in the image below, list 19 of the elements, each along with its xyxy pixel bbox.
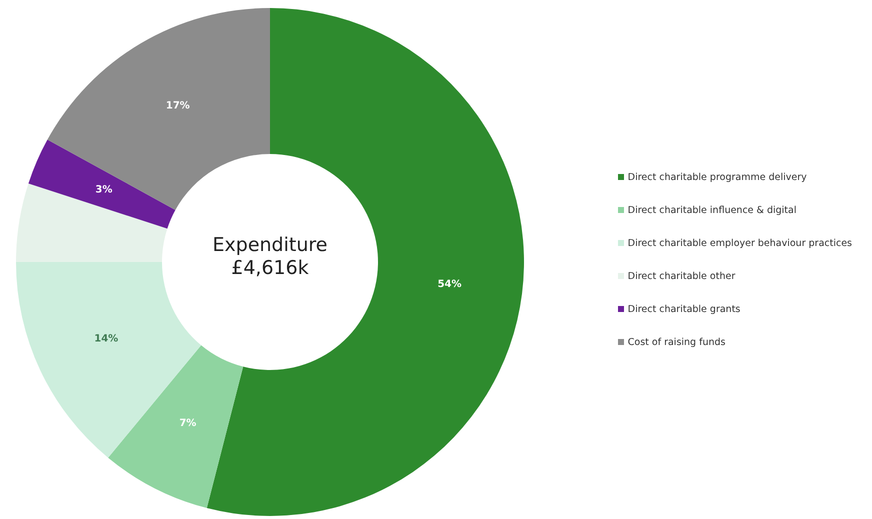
legend-label: Cost of raising funds [628, 336, 726, 348]
legend-label: Direct charitable grants [628, 304, 740, 314]
donut-slice [47, 8, 270, 210]
legend-label: Direct charitable other [628, 270, 736, 282]
text: £4,616k [231, 257, 309, 279]
donut-slice [16, 184, 168, 262]
data-label: 7% [179, 418, 196, 429]
text: Expenditure [212, 234, 328, 256]
data-label: 14% [94, 334, 118, 345]
donut-slice [206, 8, 524, 516]
donut-slice [28, 140, 176, 229]
legend-label: Direct charitable influence & digital [628, 204, 796, 216]
data-label: 54% [438, 279, 462, 290]
legend-label: Direct charitable programme delivery [628, 172, 807, 182]
data-label: 17% [166, 100, 190, 112]
donut-slice [16, 262, 202, 458]
data-label: 3% [95, 184, 112, 196]
legend-label: Direct charitable employer behaviour practices [628, 238, 852, 248]
donut-slice [108, 345, 244, 508]
